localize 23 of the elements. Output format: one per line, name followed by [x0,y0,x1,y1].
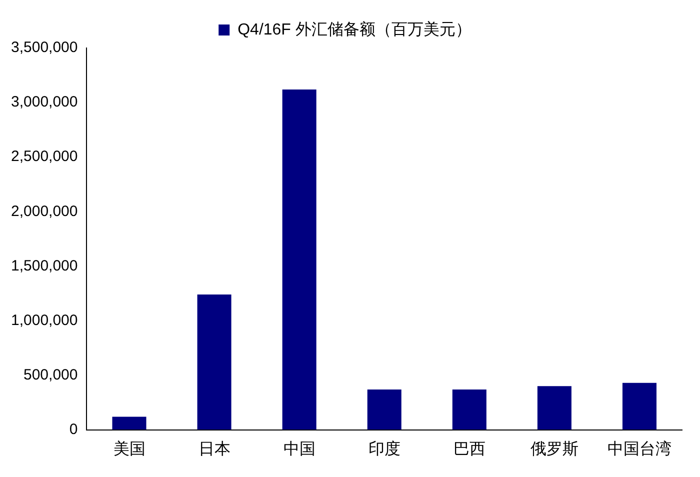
x-tick-label: 日本 [198,440,230,458]
x-tick-label: 巴西 [453,440,486,458]
bar [112,416,146,430]
bar [197,294,232,430]
bar [537,386,572,430]
y-tick-label: 2,500,000 [10,148,78,166]
x-tick-label: 美国 [113,440,146,458]
bar [452,389,486,430]
y-tick-label: 3,500,000 [10,39,78,56]
x-tick-label: 印度 [368,440,400,458]
legend-label: Q4/16F 外汇储备额（百万美元） [238,20,472,38]
x-tick-label: 中国 [283,440,316,458]
y-tick-label: 500,000 [23,366,78,384]
bar [622,382,656,430]
x-tick-label: 俄罗斯 [530,440,578,458]
y-tick-label: 0 [69,420,78,438]
y-tick-label: 2,000,000 [10,202,78,220]
x-tick-label: 中国台湾 [607,440,672,458]
bar [367,389,402,430]
y-tick-label: 1,000,000 [10,312,78,329]
y-tick-label: 3,000,000 [10,94,78,111]
bar [282,89,316,430]
y-tick-label: 1,500,000 [10,257,78,274]
